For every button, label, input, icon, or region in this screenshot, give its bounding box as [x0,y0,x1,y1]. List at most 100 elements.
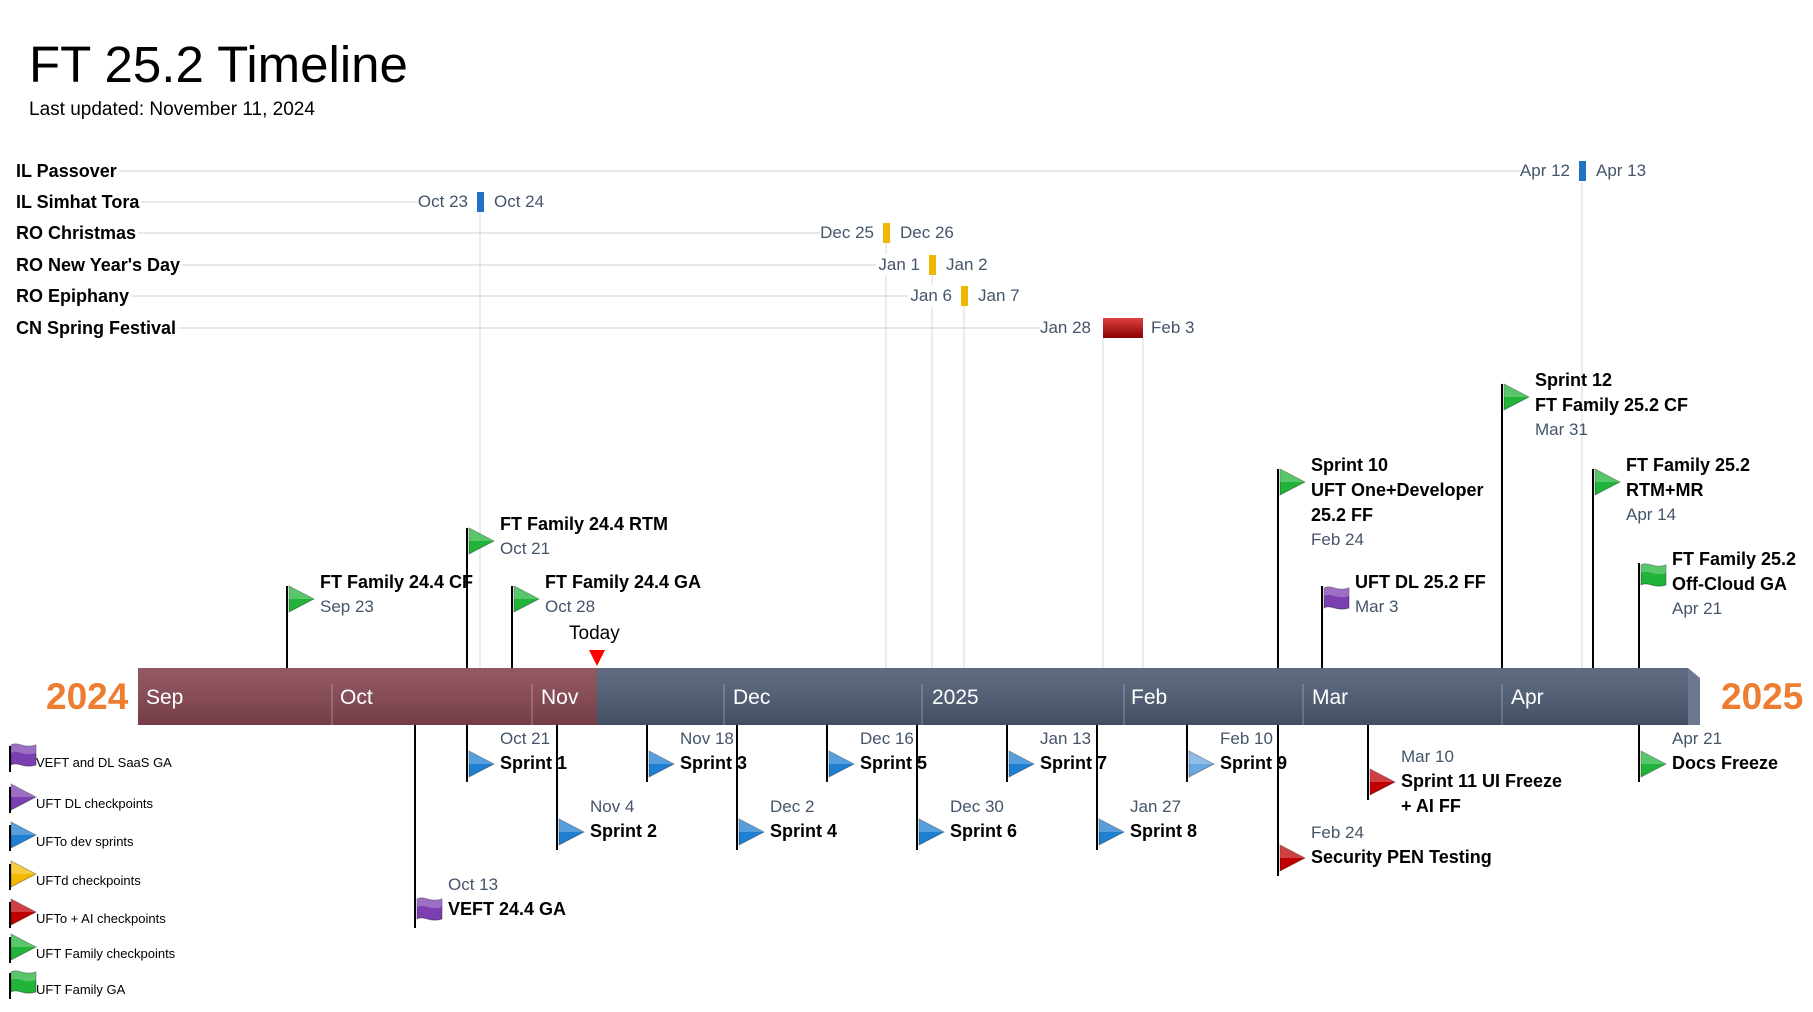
event-date: Nov 4 [590,797,635,816]
blue-flag-icon [1098,818,1126,846]
green-flag-icon [1279,468,1307,496]
green-wave-flag-icon [10,970,37,994]
holiday-start-date: Dec 25 [820,222,874,244]
green-flag-icon [513,585,541,613]
holiday-start-date: Jan 6 [910,285,952,307]
event-date: Oct 21 [500,539,551,558]
event-date: Oct 13 [448,875,499,894]
month-label: 2025 [932,686,979,709]
event-date: Feb 10 [1220,729,1273,748]
blue-flag-icon [918,818,946,846]
month-label: Oct [340,686,373,709]
event-name: Sprint 10 [1311,455,1389,475]
holiday-start-date: Jan 1 [878,254,920,276]
legend-label: UFTd checkpoints [36,873,141,888]
green-flag-icon [468,527,496,555]
event-date: Jan 27 [1130,797,1182,816]
month-label: Sep [146,686,184,709]
holiday-marker [961,286,968,306]
event-date: Apr 14 [1626,505,1677,524]
legend-label: UFT Family GA [36,982,126,997]
legend-label: UFTo dev sprints [36,834,134,849]
blue-flag-icon [10,821,38,849]
event-name: Sprint 9 [1220,753,1288,773]
red-flag-icon [10,898,38,926]
holiday-name: RO Christmas [16,222,139,244]
holiday-name: IL Simhat Tora [16,191,142,213]
event-name: 25.2 FF [1311,505,1374,525]
holiday-start-date: Apr 12 [1519,160,1570,182]
holiday-end-date: Feb 3 [1151,317,1195,339]
today-marker-icon [589,650,605,666]
last-updated: Last updated: November 11, 2024 [29,99,315,120]
green-flag-icon [1503,383,1531,411]
event-name: UFT DL 25.2 FF [1355,572,1486,592]
month-label: Mar [1312,686,1349,709]
holiday-end-date: Jan 7 [978,285,1020,307]
event-name: Sprint 7 [1040,753,1108,773]
event-date: Dec 30 [950,797,1004,816]
event-name: FT Family 24.4 CF [320,572,474,592]
holiday-name: RO New Year's Day [16,254,183,276]
holiday-end-date: Oct 24 [494,191,545,213]
today-label: Today [569,623,620,644]
light-blue-flag-icon [1188,750,1216,778]
event-date: Nov 18 [680,729,734,748]
yellow-flag-icon [10,860,38,888]
event-name: Sprint 12 [1535,370,1613,390]
event-date: Dec 2 [770,797,815,816]
holiday-name: CN Spring Festival [16,317,179,339]
timeline-bar-end-cap [1688,668,1700,725]
blue-flag-icon [648,750,676,778]
event-name: Off-Cloud GA [1672,574,1787,594]
event-name: Sprint 3 [680,753,748,773]
event-name: Security PEN Testing [1311,847,1492,867]
holiday-name: IL Passover [16,160,119,182]
timeline-bar-shading [138,668,1688,725]
event-name: UFT One+Developer [1311,480,1484,500]
holiday-end-date: Dec 26 [900,222,954,244]
green-wave-flag-icon [1640,563,1667,587]
purple-wave-flag-icon [1323,586,1350,610]
event-name: + AI FF [1401,796,1461,816]
event-name: Sprint 4 [770,821,838,841]
event-name: FT Family 25.2 [1672,549,1797,569]
holiday-marker [929,255,936,275]
green-flag-icon [288,585,316,613]
holiday-marker [1103,318,1143,338]
legend-label: UFTo + AI checkpoints [36,911,166,926]
event-date: Sep 23 [320,597,374,616]
month-label: Feb [1131,686,1168,709]
event-name: Docs Freeze [1672,753,1779,773]
holiday-end-date: Apr 13 [1596,160,1647,182]
page-title: FT 25.2 Timeline [29,36,408,93]
event-date: Mar 31 [1535,420,1588,439]
event-date: Apr 21 [1672,599,1723,618]
red-flag-icon [1369,768,1397,796]
event-name: Sprint 1 [500,753,568,773]
event-date: Feb 24 [1311,530,1364,549]
month-label: Nov [541,686,579,709]
year-start-label: 2024 [46,676,129,717]
blue-flag-icon [1008,750,1036,778]
event-name: VEFT 24.4 GA [448,899,567,919]
event-date: Mar 3 [1355,597,1399,616]
event-date: Apr 21 [1672,729,1723,748]
purple-flag-icon [10,783,38,811]
purple-wave-flag-icon [416,897,443,921]
green-flag-icon [1594,468,1622,496]
event-date: Dec 16 [860,729,914,748]
month-label: Apr [1511,686,1544,709]
event-date: Mar 10 [1401,747,1454,766]
event-name: Sprint 11 UI Freeze [1401,771,1563,791]
event-date: Oct 21 [500,729,551,748]
event-date: Jan 13 [1040,729,1092,748]
event-name: RTM+MR [1626,480,1704,500]
event-name: FT Family 24.4 GA [545,572,702,592]
holiday-name: RO Epiphany [16,285,132,307]
holiday-start-date: Jan 28 [1039,317,1091,339]
legend-label: UFT DL checkpoints [36,796,154,811]
event-name: FT Family 25.2 [1626,455,1751,475]
green-flag-icon [10,933,38,961]
